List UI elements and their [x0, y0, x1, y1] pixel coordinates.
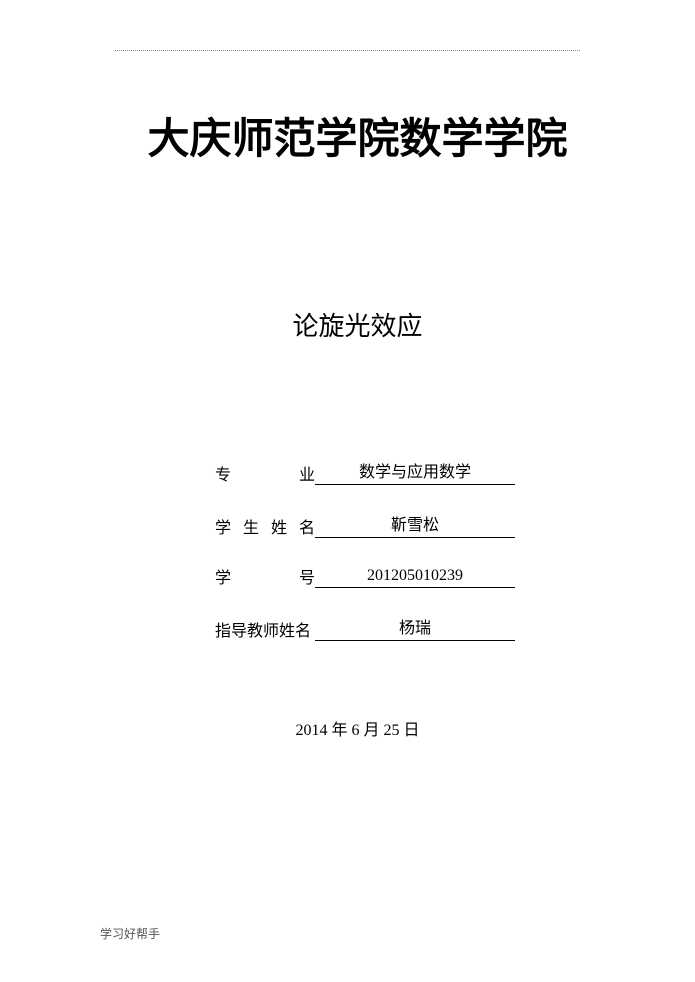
thesis-title: 论旋光效应 — [100, 306, 615, 343]
student-name-row: 学 生 姓 名 靳雪松 — [215, 511, 615, 538]
student-id-label: 学 号 — [215, 564, 315, 588]
advisor-label: 指导教师姓名 — [215, 617, 315, 641]
label-char: 学 — [215, 564, 231, 588]
label-char: 生 — [243, 514, 259, 538]
date-line: 2014 年 6 月 25 日 — [100, 716, 615, 740]
institution-name: 大庆师范学院数学学院 — [100, 105, 615, 166]
advisor-row: 指导教师姓名 杨瑞 — [215, 614, 615, 641]
major-row: 专 业 数学与应用数学 — [215, 458, 615, 485]
label-char: 名 — [299, 514, 315, 538]
label-char: 号 — [299, 564, 315, 588]
top-dotted-rule — [115, 50, 580, 51]
student-id-row: 学 号 201205010239 — [215, 564, 615, 588]
major-label: 专 业 — [215, 461, 315, 485]
footer-text: 学习好帮手 — [100, 925, 160, 942]
student-name-label: 学 生 姓 名 — [215, 514, 315, 538]
label-char: 业 — [299, 461, 315, 485]
student-id-value: 201205010239 — [315, 567, 515, 588]
label-char: 学 — [215, 514, 231, 538]
label-char: 姓 — [271, 514, 287, 538]
major-value: 数学与应用数学 — [315, 458, 515, 485]
info-block: 专 业 数学与应用数学 学 生 姓 名 靳雪松 学 号 201205010239… — [215, 458, 615, 641]
advisor-value: 杨瑞 — [315, 614, 515, 641]
cover-page: 大庆师范学院数学学院 论旋光效应 专 业 数学与应用数学 学 生 姓 名 靳雪松… — [0, 0, 695, 982]
student-name-value: 靳雪松 — [315, 511, 515, 538]
label-char: 专 — [215, 461, 231, 485]
